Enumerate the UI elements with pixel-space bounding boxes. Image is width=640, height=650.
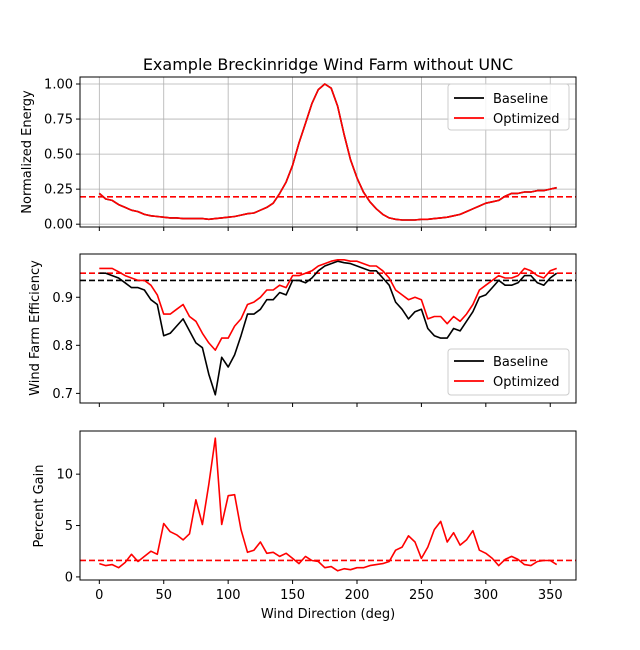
series-line-optimized — [99, 437, 558, 572]
panel-1-frame — [79, 76, 577, 228]
series-line-optimized — [99, 258, 557, 351]
panel-3-x-ticks: 0 50 100 150 200 250 300 350 — [95, 580, 563, 603]
y-tick-label: 0.50 — [44, 148, 73, 163]
series-line-baseline — [99, 260, 558, 396]
legend-label-optimized: Optimized — [493, 375, 560, 390]
y-tick-label: 0.8 — [52, 339, 73, 354]
x-tick-label: 0 — [95, 588, 103, 603]
legend-label-baseline: Baseline — [493, 355, 548, 370]
y-tick-label: 10 — [56, 468, 73, 483]
y-tick-label: 5 — [65, 519, 73, 534]
y-tick-label: 0.00 — [44, 218, 73, 233]
panel-1-y-axis-label: Normalized Energy — [20, 90, 35, 214]
x-tick-label: 250 — [409, 588, 434, 603]
panel-wind-farm-efficiency: 0.7 0.8 0.9 Wind Farm Efficiency Baseline … — [28, 253, 577, 407]
y-tick-label: 0 — [65, 570, 73, 585]
x-axis-label: Wind Direction (deg) — [261, 607, 395, 622]
panel-3-y-ticks: 0 5 10 — [56, 468, 80, 585]
panel-3-series — [99, 437, 558, 572]
x-tick-label: 350 — [538, 588, 563, 603]
panel-2-y-ticks: 0.7 0.8 0.9 — [52, 291, 80, 402]
panel-2-series — [99, 258, 558, 396]
panel-3-y-axis-label: Percent Gain — [32, 465, 47, 548]
legend-label-baseline: Baseline — [493, 92, 548, 107]
x-tick-label: 100 — [216, 588, 241, 603]
x-tick-label: 200 — [345, 588, 370, 603]
panel-2-frame — [79, 253, 577, 404]
panel-normalized-energy: 0.00 0.25 0.50 0.75 1.00 Normalized Energy B… — [20, 76, 577, 233]
panel-1-legend: Baseline Optimized — [447, 83, 570, 131]
panel-1-series — [98, 83, 557, 221]
panel-2-y-axis-label: Wind Farm Efficiency — [28, 260, 43, 396]
panel-1-y-ticks: 0.00 0.25 0.50 0.75 1.00 — [44, 78, 80, 233]
y-tick-label: 0.25 — [44, 183, 73, 198]
y-tick-label: 1.00 — [44, 78, 73, 93]
x-tick-label: 300 — [473, 588, 498, 603]
x-tick-label: 50 — [155, 588, 172, 603]
y-tick-label: 0.75 — [44, 113, 73, 128]
panel-2-reference-lines — [80, 272, 576, 282]
panel-2-x-ticks — [98, 403, 551, 407]
series-line-optimized — [98, 83, 557, 221]
panel-2-legend: Baseline Optimized — [447, 348, 570, 396]
chart-title: Example Breckinridge Wind Farm without U… — [143, 55, 513, 74]
y-tick-label: 0.9 — [52, 291, 73, 306]
panel-3-frame — [79, 430, 577, 581]
y-tick-label: 0.7 — [52, 387, 73, 402]
panel-1-x-ticks — [98, 227, 551, 231]
x-tick-label: 150 — [280, 588, 305, 603]
legend-label-optimized: Optimized — [493, 112, 560, 127]
